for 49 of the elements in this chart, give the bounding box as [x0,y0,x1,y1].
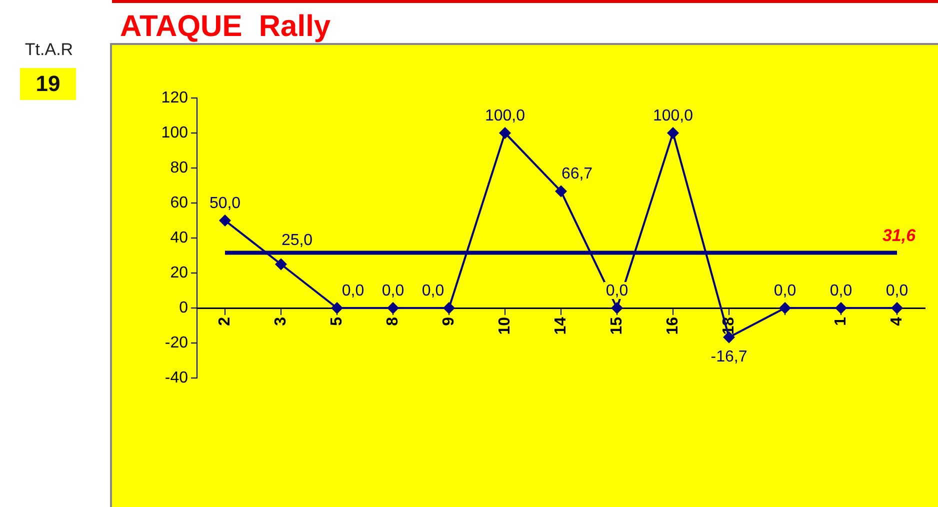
chart-title: ATAQUE Rally [120,10,331,44]
y-tick-label: 0 [179,299,188,316]
x-tick-label: 5 [328,316,346,326]
data-label: 0,0 [422,282,444,300]
point [835,302,847,314]
data-label: 0,0 [382,282,404,300]
x-tick-label: 4 [888,316,906,326]
x-tick-label: 15 [608,316,626,335]
data-label: 0,0 [830,282,852,300]
text: Tt.A.R [24,40,74,60]
data-label: 0,0 [886,282,908,300]
text: 19 [20,68,76,100]
point [275,258,287,270]
y-tick-label: 80 [170,159,188,176]
point [667,127,679,139]
y-tick-label: 40 [170,229,188,246]
data-label: 25,0 [281,232,313,250]
data-label: 100,0 [484,107,526,124]
x-tick-label: 16 [664,316,682,335]
x-tick-label: 1 [832,316,850,326]
data-label: 50,0 [209,194,241,212]
point [443,302,455,314]
y-tick-label: 120 [161,89,188,106]
point [611,302,623,314]
x-tick-label: 8 [384,316,402,326]
data-label: 100,0 [652,107,694,124]
point [387,302,399,314]
x-tick-label: 10 [496,316,514,335]
y-tick-label: 100 [161,124,188,142]
y-tick-label: -20 [164,334,188,352]
point [219,214,231,226]
x-tick-label: 14 [552,316,570,335]
point [555,185,567,198]
data-label: 0,0 [342,282,364,300]
point [779,302,791,314]
point [891,302,903,314]
point [499,127,511,139]
data-label: 66,7 [561,166,593,183]
y-tick-label: -40 [164,369,188,386]
ref-line-label: 31,6 [882,226,916,245]
data-label: -16,7 [710,348,748,366]
point [331,302,343,314]
x-tick-label: 2 [216,316,234,326]
y-tick-label: 20 [170,264,188,282]
data-label: 0,0 [774,282,796,300]
x-tick-label: 9 [440,316,458,326]
x-tick-label: 3 [272,316,290,326]
y-tick-label: 60 [170,194,188,212]
data-label: 0,0 [606,282,628,300]
